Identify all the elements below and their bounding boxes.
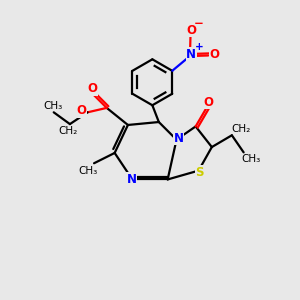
Text: N: N <box>186 47 196 61</box>
Text: CH₃: CH₃ <box>242 154 261 164</box>
Text: O: O <box>210 48 220 62</box>
Text: +: + <box>195 42 204 52</box>
Text: O: O <box>203 95 213 109</box>
Text: CH₂: CH₂ <box>58 126 77 136</box>
Text: O: O <box>87 82 97 95</box>
Text: CH₃: CH₃ <box>78 166 97 176</box>
Text: N: N <box>174 132 184 145</box>
Text: −: − <box>194 17 204 30</box>
Text: O: O <box>186 24 196 37</box>
Text: CH₂: CH₂ <box>231 124 250 134</box>
Text: O: O <box>77 104 87 117</box>
Text: N: N <box>127 173 137 186</box>
Text: CH₃: CH₃ <box>44 101 63 111</box>
Text: S: S <box>195 166 204 178</box>
